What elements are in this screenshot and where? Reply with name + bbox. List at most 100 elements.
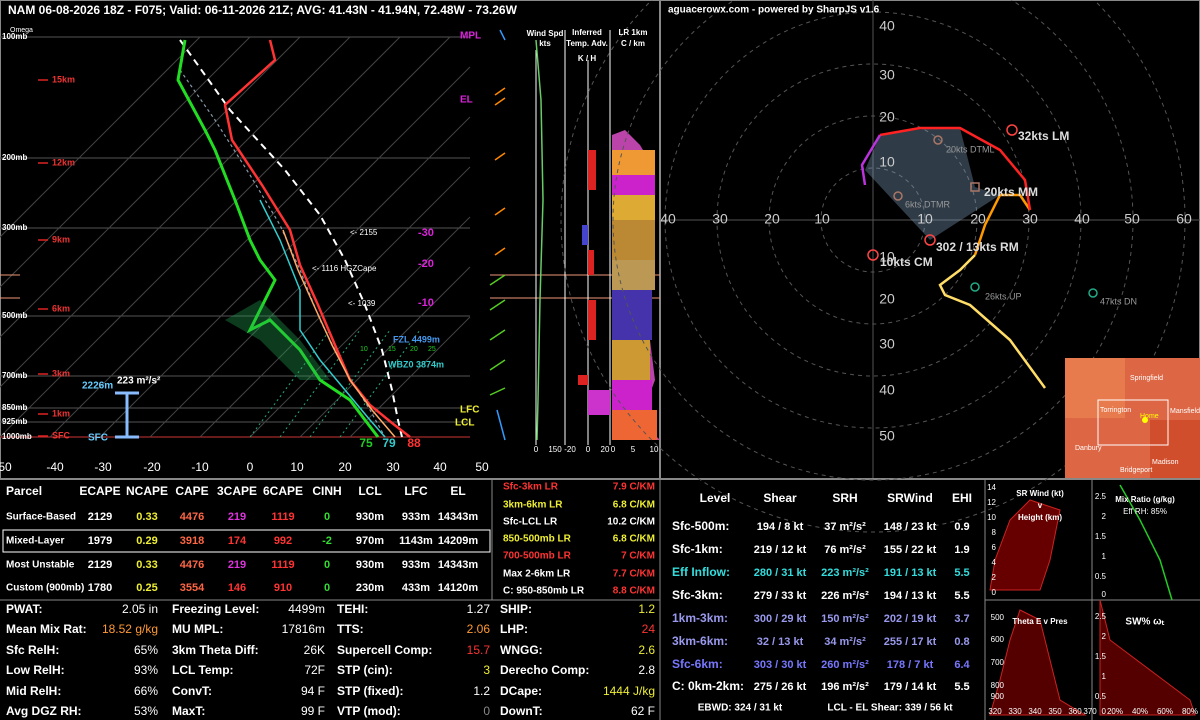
panel-tick: 350 bbox=[1048, 707, 1062, 716]
panel-tick: 1.5 bbox=[1095, 532, 1107, 541]
thermo-value: 53% bbox=[134, 704, 158, 718]
parcel-cell: 1119 bbox=[271, 559, 294, 571]
panel-tick: 1 bbox=[1102, 672, 1107, 681]
lapse-label: 700-500mb LR bbox=[503, 551, 572, 562]
temp-label: 50 bbox=[0, 460, 12, 474]
panel-tick: 12 bbox=[987, 498, 996, 507]
kin-cell: 34 m²/s² bbox=[824, 636, 866, 648]
thermo-value: 1.2 bbox=[473, 684, 490, 698]
panel-tick: 330 bbox=[1008, 707, 1022, 716]
kin-cell: 275 / 26 kt bbox=[754, 681, 807, 693]
thermo-label: Mid RelH: bbox=[6, 684, 61, 698]
kin-level: Sfc-500m: bbox=[672, 519, 729, 533]
panel-tick: 340 bbox=[1028, 707, 1042, 716]
thermo-label: Derecho Comp: bbox=[500, 663, 589, 677]
kin-cell: 219 / 12 kt bbox=[754, 544, 807, 556]
hodo-x-label: 40 bbox=[1074, 211, 1090, 227]
kin-cell: 260 m²/s² bbox=[821, 659, 869, 671]
panel-tick: 0.5 bbox=[1095, 692, 1107, 701]
level-label: MPL bbox=[460, 31, 481, 42]
height-label: 12km bbox=[52, 157, 75, 167]
parcel-cell: 3918 bbox=[180, 535, 204, 547]
panel-tick: 80% bbox=[1182, 707, 1198, 716]
pressure-label: 300mb bbox=[2, 223, 27, 232]
thermo-value: 0 bbox=[483, 704, 490, 718]
kin-header: SRH bbox=[832, 491, 857, 505]
panel-tick: 0 bbox=[992, 588, 997, 597]
panel-tick: 320 bbox=[988, 707, 1002, 716]
kin-level: Sfc-6km: bbox=[672, 657, 723, 671]
pressure-label: 700mb bbox=[2, 371, 27, 380]
level-label: EL bbox=[460, 95, 473, 106]
thermo-value: 4499m bbox=[288, 602, 325, 616]
kin-cell: 0.9 bbox=[954, 521, 969, 533]
parcel-cell: -2 bbox=[322, 535, 332, 547]
panel-tick: 1 bbox=[1102, 552, 1107, 561]
hodo-y-label: 20 bbox=[879, 109, 895, 125]
panel-tick: 0 bbox=[1102, 707, 1107, 716]
eff-srh: 223 m²/s² bbox=[117, 376, 161, 387]
thermo-value: 3 bbox=[483, 663, 490, 677]
kin-cell: 5.5 bbox=[954, 567, 969, 579]
panel-title: Height (km) bbox=[1018, 513, 1062, 522]
thermo-label: DCape: bbox=[500, 684, 542, 698]
kin-cell: 223 m²/s² bbox=[821, 567, 869, 579]
surface-value: 88 bbox=[407, 436, 421, 450]
parcel-cell: 933m bbox=[402, 559, 430, 571]
panel-tick: 600 bbox=[991, 635, 1005, 644]
omega-label: Omega bbox=[10, 27, 33, 34]
parcel-cell: 14120m bbox=[438, 582, 479, 594]
thermo-label: MaxT: bbox=[172, 704, 205, 718]
parcel-header: LCL bbox=[358, 484, 381, 498]
hodo-x-label: 60 bbox=[1176, 211, 1192, 227]
panel-tick: 20% bbox=[1107, 707, 1123, 716]
parcel-cell: 174 bbox=[228, 535, 247, 547]
eff-base: SFC bbox=[88, 433, 108, 444]
kin-level: C: 0km-2km: bbox=[672, 679, 744, 693]
hodo-point-label: 302 / 13kts RM bbox=[936, 240, 1019, 254]
thermo-value: 26K bbox=[304, 643, 325, 657]
thermo-label: ConvT: bbox=[172, 684, 212, 698]
height-label: SFC bbox=[52, 430, 71, 440]
height-label: 15km bbox=[52, 74, 75, 84]
hodo-point-label: 32kts LM bbox=[1018, 129, 1069, 143]
parcel-cell: 2129 bbox=[88, 511, 112, 523]
lapse-value: 10.2 C/KM bbox=[607, 517, 655, 528]
height-label: 9km bbox=[52, 234, 70, 244]
panel-tick: 370 bbox=[1083, 707, 1097, 716]
temp-label: 10 bbox=[290, 460, 304, 474]
panel-tick: 0 bbox=[586, 445, 591, 454]
hodograph-grid bbox=[560, 0, 1200, 533]
map-label: Mansfield bbox=[1170, 408, 1200, 415]
side-panels bbox=[535, 30, 660, 445]
lapse-label: Sfc-3km LR bbox=[503, 482, 559, 493]
parcel-cell: 0 bbox=[324, 582, 330, 594]
parcel-cell: 14343m bbox=[438, 511, 479, 523]
panel-tick: 0 bbox=[534, 445, 539, 454]
parcel-cell: 219 bbox=[228, 511, 246, 523]
parcel-header: CAPE bbox=[175, 484, 208, 498]
panel-title: SR Wind (kt) bbox=[1016, 489, 1064, 498]
kin-cell: 5.5 bbox=[954, 590, 969, 602]
parcel-name: Mixed-Layer bbox=[6, 536, 64, 547]
panel-tick: 0 bbox=[1102, 590, 1107, 599]
panel-tick: 2 bbox=[992, 573, 997, 582]
thermo-value: 66% bbox=[134, 684, 158, 698]
panel-tick: 150 bbox=[548, 445, 562, 454]
thermo-label: LCL Temp: bbox=[172, 663, 234, 677]
lapse-value: 6.8 C/KM bbox=[613, 500, 655, 511]
lapse-label: C: 950-850mb LR bbox=[503, 586, 585, 597]
map-inset bbox=[1065, 358, 1200, 478]
panel-title: K / H bbox=[578, 54, 596, 63]
level-label: LCL bbox=[455, 418, 474, 429]
isotherm-mark: -30 bbox=[418, 227, 434, 239]
panel-title: Temp. Adv. bbox=[566, 39, 608, 48]
panel-title: v bbox=[1038, 501, 1043, 510]
texts: NAM 06-08-2026 18Z - F075; Valid: 06-11-… bbox=[0, 3, 1200, 718]
pressure-label: 200mb bbox=[2, 153, 27, 162]
hgz-label: <- 1039 bbox=[348, 299, 376, 308]
thermo-value: 1444 J/kg bbox=[603, 684, 655, 698]
kin-cell: 1.9 bbox=[954, 544, 969, 556]
thermo-label: STP (fixed): bbox=[337, 684, 403, 698]
parcel-cell: 992 bbox=[274, 535, 292, 547]
